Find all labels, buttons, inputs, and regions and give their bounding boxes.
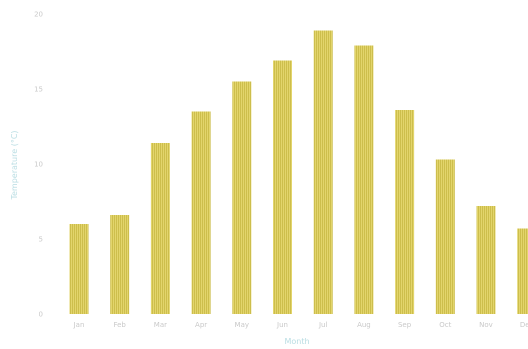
x-tick-label: Sep xyxy=(398,321,412,329)
bar-mar xyxy=(150,143,170,314)
x-tick-label: Jan xyxy=(73,321,85,329)
x-tick-label: Jul xyxy=(318,321,328,329)
bar-oct xyxy=(435,159,455,314)
bars xyxy=(69,30,528,314)
x-tick-label: Jun xyxy=(276,321,288,329)
x-tick-label: Feb xyxy=(113,321,126,329)
bar-may xyxy=(232,81,252,314)
y-axis-title: Temperature (°C) xyxy=(10,130,19,200)
x-tick-label: Oct xyxy=(439,321,451,329)
x-axis: Jan Feb Mar Apr May Jun Jul Aug Sep Oct Nov Dec xyxy=(73,321,528,329)
bar-aug xyxy=(354,45,374,314)
bar-dec xyxy=(517,228,528,314)
bar-jan xyxy=(69,224,89,314)
y-tick-label: 15 xyxy=(34,86,43,94)
y-tick-label: 0 xyxy=(39,311,43,319)
x-tick-label: Dec xyxy=(520,321,528,329)
bar-feb xyxy=(110,215,130,314)
x-axis-title: Month xyxy=(284,337,309,346)
bar-jun xyxy=(273,60,292,314)
y-axis: 0 5 10 15 20 xyxy=(34,11,43,319)
bar-sep xyxy=(395,110,415,314)
x-tick-label: May xyxy=(235,321,249,329)
x-tick-label: Mar xyxy=(154,321,167,329)
y-tick-label: 10 xyxy=(34,161,43,169)
x-tick-label: Nov xyxy=(479,321,493,329)
y-tick-label: 5 xyxy=(39,236,43,244)
bar-nov xyxy=(476,206,496,314)
bar-apr xyxy=(191,111,211,314)
x-tick-label: Aug xyxy=(357,321,371,329)
bar-jul xyxy=(313,30,333,314)
x-tick-label: Apr xyxy=(195,321,207,329)
y-tick-label: 20 xyxy=(34,11,43,19)
